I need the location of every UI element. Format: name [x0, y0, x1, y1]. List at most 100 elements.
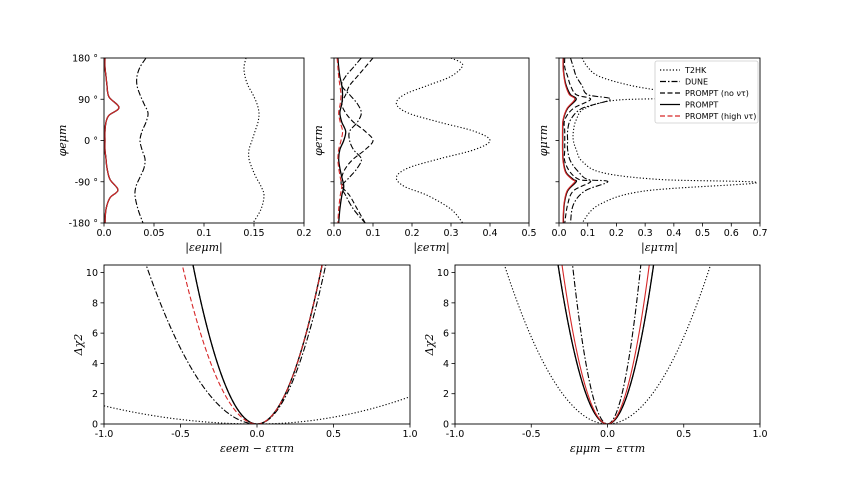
- y-axis-label: φeτm: [312, 125, 325, 156]
- x-tick-label: 0.1: [365, 228, 380, 239]
- y-tick-label: -180 °: [69, 219, 98, 230]
- y-tick-label: 2: [92, 389, 98, 400]
- x-tick-label: 0.0: [551, 228, 566, 239]
- panels-layer: 0.0 0.05 0.1 0.15 0.2 -180 ° -90 ° 0 ° 90 ° 180 °…: [56, 54, 768, 456]
- plot-frame: [103, 264, 411, 425]
- legend-entry: PROMPT (no ντ): [660, 89, 749, 98]
- series-line-4: [104, 58, 120, 223]
- legend-entry: T2HK: [660, 66, 707, 75]
- series-line-4: [181, 265, 323, 424]
- y-tick-label: 2: [443, 389, 449, 400]
- y-tick-label: 8: [443, 298, 449, 309]
- y-axis-label: φeμm: [56, 125, 69, 157]
- legend-frame: [654, 60, 759, 124]
- x-tick-label: 0.05: [143, 228, 164, 239]
- x-tick-label: -0.5: [171, 429, 190, 440]
- legend: T2HK DUNE PROMPT (no ντ) PROMPT PROMPT (high…: [654, 60, 759, 124]
- plot-frame: [103, 57, 305, 224]
- series-group: [503, 265, 712, 424]
- y-tick-label: 6: [443, 329, 449, 340]
- series-group: [336, 58, 491, 223]
- y-tick-label: 0: [92, 420, 98, 431]
- panel-2: 0.0 0.1 0.2 0.3 0.4 0.5 |εeτm| φeτm: [312, 57, 537, 255]
- series-line-3: [557, 265, 655, 424]
- series-line-4: [561, 58, 576, 223]
- series-line-4: [336, 58, 344, 223]
- x-tick-label: 1.0: [402, 429, 417, 440]
- series-group: [104, 265, 410, 424]
- x-tick-label: 0.2: [404, 228, 419, 239]
- x-tick-label: 0.5: [676, 429, 691, 440]
- x-tick-label: -0.5: [522, 429, 541, 440]
- x-axis-label: εeem − εττm: [220, 442, 294, 455]
- x-tick-label: 0.4: [666, 228, 681, 239]
- series-group: [561, 58, 758, 223]
- x-tick-label: 0.5: [695, 228, 710, 239]
- y-axis-label: Δχ2: [423, 334, 436, 357]
- y-tick-label: 10: [437, 268, 449, 279]
- series-line-1: [134, 58, 149, 223]
- x-tick-label: 0.0: [600, 429, 615, 440]
- series-line-1: [566, 58, 612, 223]
- x-tick-label: 0.1: [580, 228, 595, 239]
- y-tick-label: 180 °: [72, 54, 98, 65]
- plot-frame: [333, 57, 530, 224]
- series-line-1: [145, 265, 327, 424]
- series-line-2: [192, 265, 323, 424]
- panel-3: 0.0 0.1 0.2 0.3 0.4 0.5 0.6 0.7 |εμτm| φμτm: [537, 57, 768, 255]
- x-axis-label: |εeμm|: [185, 241, 222, 255]
- x-tick-label: 1.0: [752, 429, 767, 440]
- legend-label: DUNE: [685, 78, 708, 87]
- legend-entry: DUNE: [660, 78, 708, 87]
- y-tick-label: 90 °: [78, 95, 98, 106]
- y-tick-label: 10: [86, 268, 98, 279]
- x-axis-label: |εμτm|: [641, 241, 678, 255]
- x-tick-label: 0.0: [249, 429, 264, 440]
- plot-frame: [454, 264, 761, 425]
- series-line-4: [561, 265, 650, 424]
- x-tick-label: 0.5: [521, 228, 536, 239]
- panel-4: -1.0 -0.5 0.0 0.5 1.0 0 2 4 6 8 10 εeem − εττm Δχ2: [72, 264, 418, 455]
- x-axis-label: εμμm − εττm: [570, 442, 645, 455]
- series-line-0: [572, 58, 758, 223]
- y-tick-label: 6: [92, 329, 98, 340]
- x-tick-label: -1.0: [446, 429, 465, 440]
- legend-label: PROMPT (high ντ): [685, 112, 756, 121]
- x-tick-label: 0.15: [243, 228, 264, 239]
- y-tick-label: 0: [443, 420, 449, 431]
- series-line-0: [395, 58, 491, 223]
- series-line-2: [557, 265, 655, 424]
- x-tick-label: 0.2: [609, 228, 624, 239]
- panel-5: -1.0 -0.5 0.0 0.5 1.0 0 2 4 6 8 10 εμμm − εττm Δχ2: [423, 264, 768, 455]
- panel-1: 0.0 0.05 0.1 0.15 0.2 -180 ° -90 ° 0 ° 90 ° 180 °…: [56, 54, 312, 256]
- legend-label: PROMPT (no ντ): [685, 89, 749, 98]
- y-tick-label: -90 °: [75, 177, 98, 188]
- y-tick-label: 4: [92, 359, 98, 370]
- y-axis-label: φμτm: [537, 125, 550, 156]
- series-line-1: [572, 265, 642, 424]
- x-tick-label: 0.6: [724, 228, 739, 239]
- y-axis-label: Δχ2: [72, 334, 85, 357]
- x-tick-label: 0.3: [443, 228, 458, 239]
- x-tick-label: 0.0: [326, 228, 341, 239]
- series-line-2: [340, 58, 374, 223]
- x-tick-label: -1.0: [95, 429, 114, 440]
- x-axis-label: |εeτm|: [413, 241, 449, 255]
- series-line-0: [503, 265, 712, 424]
- legend-label: T2HK: [684, 66, 707, 75]
- y-tick-label: 0 °: [84, 136, 98, 147]
- x-tick-label: 0.5: [326, 429, 341, 440]
- legend-label: PROMPT: [685, 101, 718, 110]
- series-group: [104, 58, 265, 223]
- series-line-2: [563, 58, 592, 223]
- y-tick-label: 8: [92, 298, 98, 309]
- x-tick-label: 0.0: [96, 228, 111, 239]
- series-line-1: [341, 58, 366, 223]
- legend-entry: PROMPT: [660, 101, 718, 110]
- x-tick-label: 0.1: [196, 228, 211, 239]
- series-line-3: [337, 58, 347, 223]
- x-tick-label: 0.7: [752, 228, 767, 239]
- x-tick-label: 0.3: [638, 228, 653, 239]
- legend-entry: PROMPT (high ντ): [660, 112, 756, 121]
